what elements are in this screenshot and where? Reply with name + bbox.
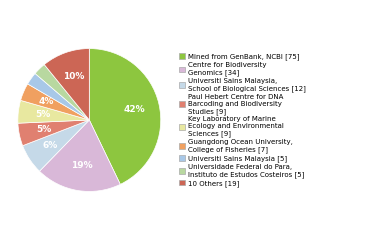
Wedge shape [23,120,89,171]
Legend: Mined from GenBank, NCBI [75], Centre for Biodiversity
Genomics [34], Universiti: Mined from GenBank, NCBI [75], Centre fo… [178,53,307,187]
Text: 6%: 6% [43,141,58,150]
Text: 42%: 42% [124,105,146,114]
Text: 10%: 10% [63,72,84,81]
Wedge shape [18,120,89,146]
Wedge shape [21,84,89,120]
Wedge shape [18,100,89,123]
Text: 4%: 4% [39,97,54,106]
Wedge shape [89,48,161,184]
Text: 5%: 5% [36,110,51,119]
Text: 5%: 5% [36,125,51,134]
Wedge shape [44,48,89,120]
Wedge shape [35,65,89,120]
Wedge shape [40,120,120,192]
Text: 19%: 19% [71,161,93,170]
Wedge shape [28,73,89,120]
